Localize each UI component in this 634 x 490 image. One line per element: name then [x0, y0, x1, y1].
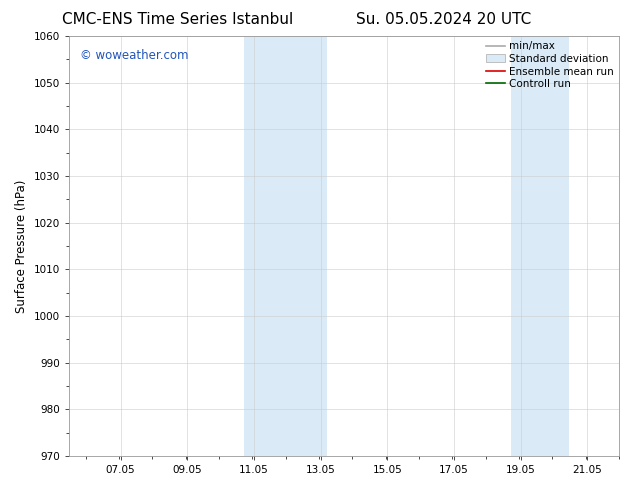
Legend: min/max, Standard deviation, Ensemble mean run, Controll run: min/max, Standard deviation, Ensemble me… — [484, 39, 616, 91]
Text: CMC-ENS Time Series Istanbul: CMC-ENS Time Series Istanbul — [62, 12, 293, 27]
Text: © woweather.com: © woweather.com — [80, 49, 188, 62]
Bar — [510, 36, 569, 456]
Y-axis label: Surface Pressure (hPa): Surface Pressure (hPa) — [15, 179, 28, 313]
Text: Su. 05.05.2024 20 UTC: Su. 05.05.2024 20 UTC — [356, 12, 531, 27]
Bar — [244, 36, 327, 456]
